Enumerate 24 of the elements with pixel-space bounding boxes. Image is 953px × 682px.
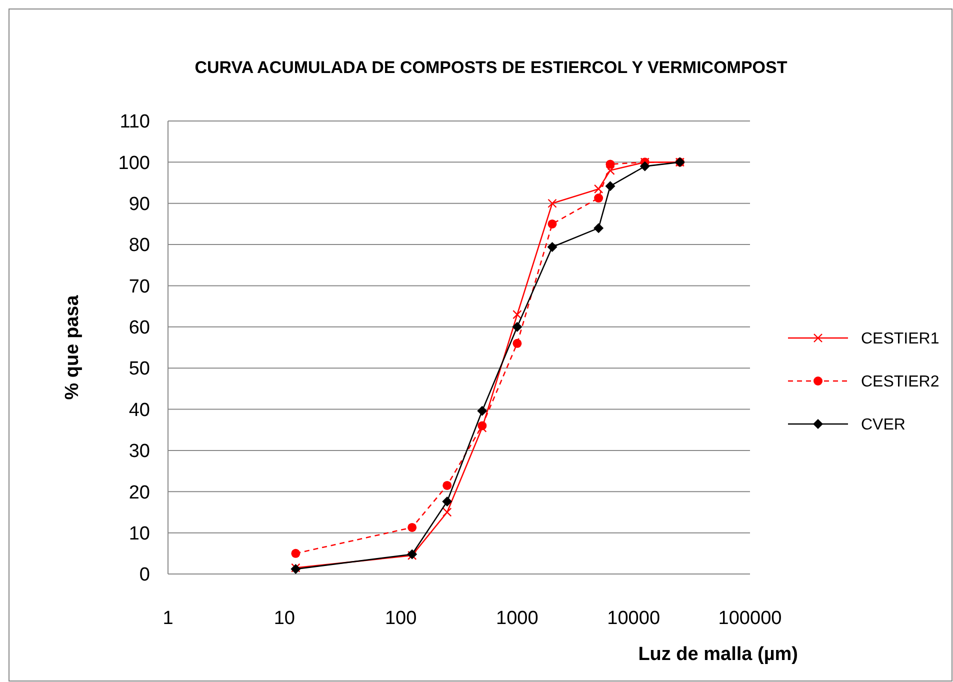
chart-title: CURVA ACUMULADA DE COMPOSTS DE ESTIERCOL Y VERMICOMPOST [194,58,788,77]
y-tick-label: 50 [128,358,150,380]
x-tick-label: 10000 [607,608,660,629]
y-tick-label: 90 [128,194,150,216]
y-tick-label: 0 [139,564,150,586]
y-tick-label: 60 [128,318,150,339]
y-axis-title: % que pasa [62,294,83,400]
x-tick-label: 1000 [496,608,538,629]
x-tick-label: 1 [162,608,174,629]
y-tick-label: 70 [128,276,150,298]
y-tick-label: 20 [128,482,150,504]
y-tick-label: 80 [128,235,150,256]
y-tick-label: 10 [128,523,150,544]
y-tick-label: 100 [118,152,150,174]
x-tick-label: 100000 [718,608,782,629]
legend-label: CVER [861,416,906,434]
x-tick-label: 10 [274,608,295,629]
y-tick-label: 110 [120,112,150,133]
x-axis-title: Luz de malla (µm) [638,644,798,665]
legend-label: CESTIER2 [861,374,940,391]
x-tick-label: 100 [384,608,417,629]
y-tick-label: 40 [128,400,150,421]
y-tick-label: 30 [128,441,150,462]
legend-label: CESTIER1 [861,330,940,348]
